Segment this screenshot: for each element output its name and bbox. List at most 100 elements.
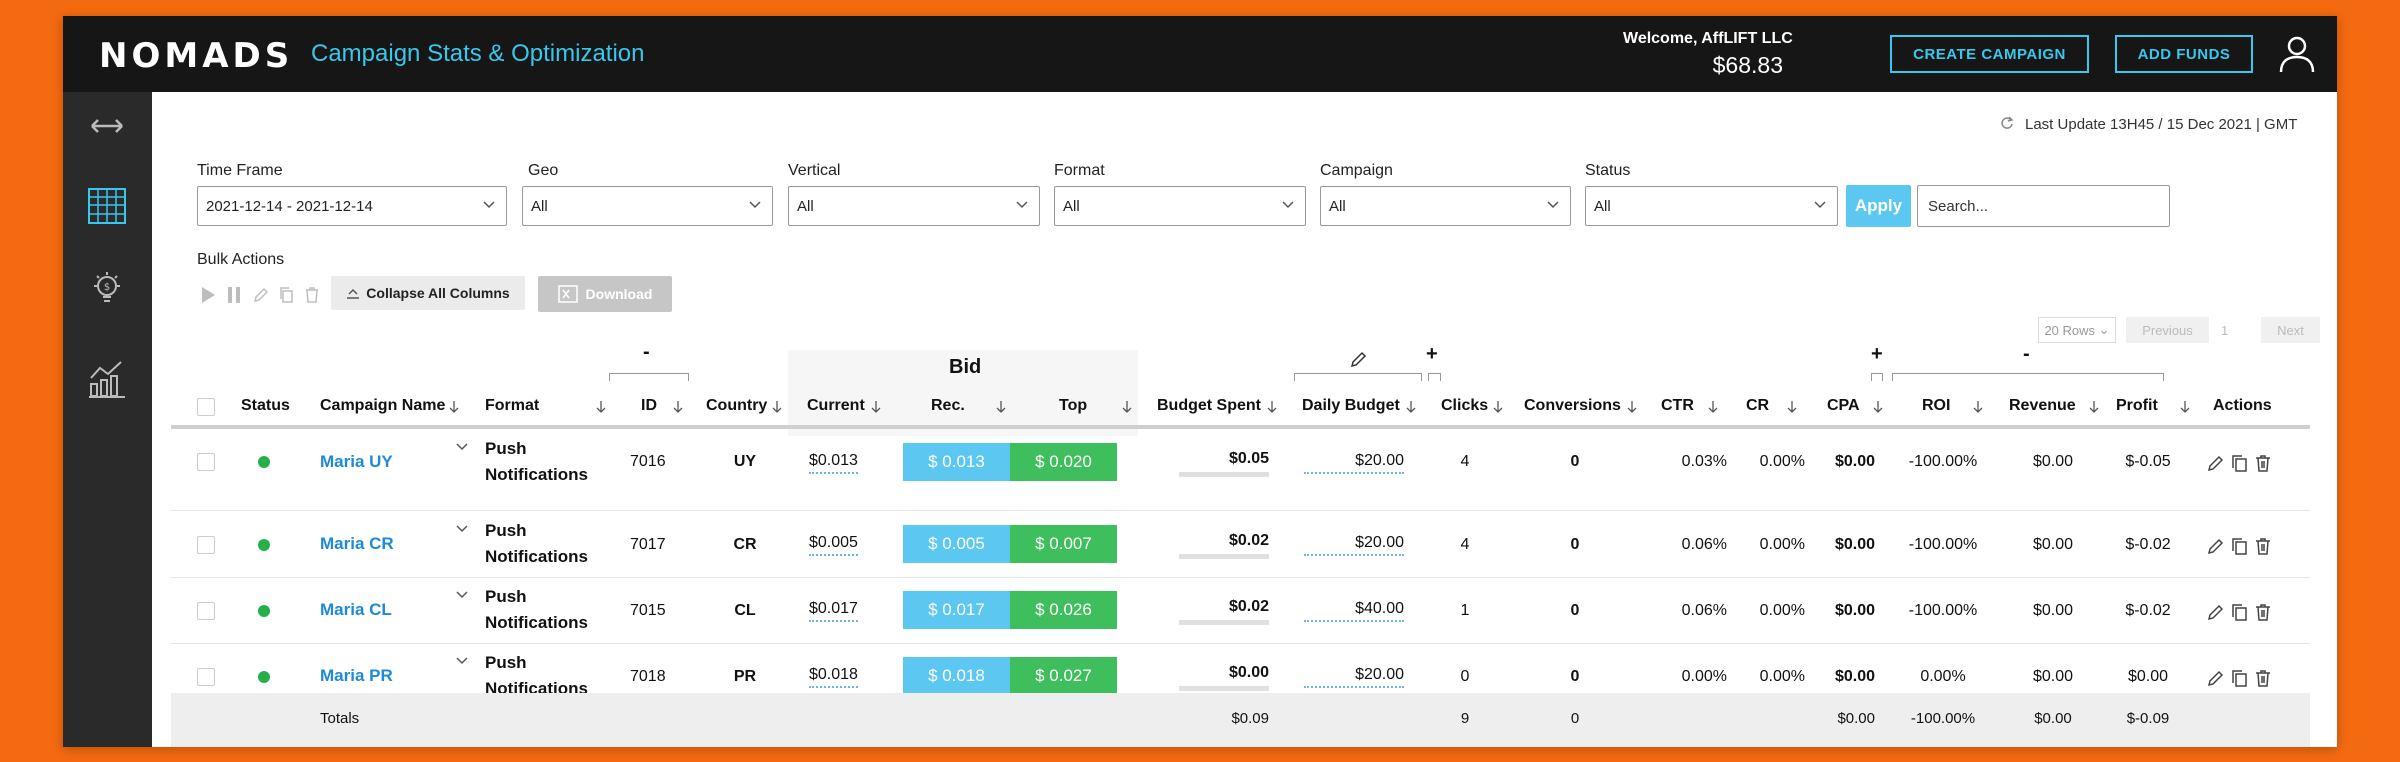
sort-arrow-icon[interactable] [1973, 400, 1983, 414]
trash-icon[interactable] [2254, 454, 2272, 472]
daily-budget-value[interactable]: $20.00 [1304, 534, 1404, 556]
pencil-icon[interactable] [2206, 454, 2224, 472]
next-page-button[interactable]: Next [2261, 317, 2320, 343]
col-top[interactable]: Top [1059, 397, 1088, 414]
expand-columns-plus[interactable]: + [1426, 343, 1438, 365]
status-select[interactable]: All [1585, 186, 1838, 226]
col-profit[interactable]: Profit [2116, 397, 2158, 414]
user-icon[interactable] [2277, 34, 2317, 74]
daily-budget-value[interactable]: $20.00 [1304, 452, 1404, 474]
sort-arrow-icon[interactable] [996, 400, 1006, 414]
vertical-select[interactable]: All [788, 186, 1040, 226]
trash-icon[interactable] [2254, 603, 2272, 621]
sort-arrow-icon[interactable] [1267, 400, 1277, 414]
row-checkbox[interactable] [197, 453, 215, 471]
trash-icon[interactable] [2254, 537, 2272, 555]
pencil-icon[interactable] [2206, 603, 2224, 621]
sort-arrow-icon[interactable] [1122, 400, 1132, 414]
top-bid-button[interactable]: $ 0.027 [1010, 657, 1117, 695]
col-status[interactable]: Status [241, 397, 290, 414]
sort-arrow-icon[interactable] [1406, 400, 1416, 414]
expand-cpa-plus[interactable]: + [1871, 343, 1883, 365]
copy-icon[interactable] [2230, 603, 2248, 621]
copy-icon[interactable] [2230, 537, 2248, 555]
roi-group-toggle[interactable]: - [2023, 343, 2030, 365]
current-bid-value[interactable]: $0.017 [809, 600, 858, 622]
row-checkbox[interactable] [197, 668, 215, 686]
copy-icon[interactable] [2230, 669, 2248, 687]
row-checkbox[interactable] [197, 602, 215, 620]
chevron-down-icon[interactable] [455, 656, 469, 666]
campaign-name-link[interactable]: Maria CR [320, 534, 394, 553]
table-icon[interactable] [83, 182, 131, 230]
campaign-name-link[interactable]: Maria CL [320, 600, 392, 619]
col-revenue[interactable]: Revenue [2009, 397, 2076, 414]
download-button[interactable]: Download [538, 276, 672, 312]
chevron-down-icon[interactable] [455, 524, 469, 534]
pencil-icon[interactable] [249, 283, 271, 307]
sort-arrow-icon[interactable] [871, 400, 881, 414]
top-bid-button[interactable]: $ 0.007 [1010, 525, 1117, 563]
geo-select[interactable]: All [522, 186, 773, 226]
col-roi[interactable]: ROI [1922, 397, 1951, 414]
search-input[interactable]: Search... [1917, 185, 2170, 227]
col-id[interactable]: ID [641, 397, 657, 414]
daily-budget-value[interactable]: $40.00 [1304, 600, 1404, 622]
sort-arrow-icon[interactable] [2089, 400, 2099, 414]
col-current[interactable]: Current [807, 397, 865, 414]
collapse-all-columns-button[interactable]: Collapse All Columns [331, 276, 525, 310]
row-checkbox[interactable] [197, 536, 215, 554]
status-active-dot[interactable] [258, 605, 270, 617]
create-campaign-button[interactable]: CREATE CAMPAIGN [1890, 35, 2089, 73]
sort-arrow-icon[interactable] [2180, 400, 2190, 414]
pencil-icon[interactable] [2206, 537, 2224, 555]
current-bid-value[interactable]: $0.013 [809, 452, 858, 474]
status-active-dot[interactable] [258, 671, 270, 683]
analytics-chart-icon[interactable] [83, 354, 131, 402]
sort-arrow-icon[interactable] [1787, 400, 1797, 414]
sort-arrow-icon[interactable] [673, 400, 683, 414]
campaign-name-link[interactable]: Maria PR [320, 666, 393, 685]
col-budget-spent[interactable]: Budget Spent [1157, 397, 1261, 414]
current-bid-value[interactable]: $0.005 [809, 534, 858, 556]
rec-bid-button[interactable]: $ 0.013 [903, 443, 1010, 481]
sort-arrow-icon[interactable] [449, 400, 459, 414]
id-group-toggle[interactable]: - [643, 341, 650, 363]
logo[interactable]: NOMADS [99, 36, 294, 76]
copy-icon[interactable] [2230, 454, 2248, 472]
col-rec[interactable]: Rec. [931, 397, 965, 414]
copy-icon[interactable] [275, 283, 297, 307]
rec-bid-button[interactable]: $ 0.018 [903, 657, 1010, 695]
rec-bid-button[interactable]: $ 0.017 [903, 591, 1010, 629]
trash-icon[interactable] [301, 283, 323, 307]
sort-arrow-icon[interactable] [772, 400, 782, 414]
campaign-select[interactable]: All [1320, 186, 1571, 226]
campaign-name-link[interactable]: Maria UY [320, 452, 393, 471]
top-bid-button[interactable]: $ 0.020 [1010, 443, 1117, 481]
col-conversions[interactable]: Conversions [1524, 397, 1621, 414]
expand-arrows-icon[interactable] [83, 102, 131, 150]
sort-arrow-icon[interactable] [596, 400, 606, 414]
pencil-icon[interactable] [1349, 350, 1367, 368]
lightbulb-dollar-icon[interactable]: $ [83, 266, 131, 314]
col-campaign-name[interactable]: Campaign Name [320, 397, 446, 414]
add-funds-button[interactable]: ADD FUNDS [2115, 35, 2253, 73]
status-active-dot[interactable] [258, 456, 270, 468]
col-cr[interactable]: CR [1746, 397, 1770, 414]
refresh-icon[interactable] [2000, 116, 2014, 130]
col-cpa[interactable]: CPA [1827, 397, 1860, 414]
top-bid-button[interactable]: $ 0.026 [1010, 591, 1117, 629]
daily-budget-value[interactable]: $20.00 [1304, 666, 1404, 688]
format-select[interactable]: All [1054, 186, 1306, 226]
time-frame-select[interactable]: 2021-12-14 - 2021-12-14 [197, 186, 507, 226]
sort-arrow-icon[interactable] [1627, 400, 1637, 414]
rec-bid-button[interactable]: $ 0.005 [903, 525, 1010, 563]
play-icon[interactable] [197, 283, 219, 307]
previous-page-button[interactable]: Previous [2126, 317, 2209, 343]
pencil-icon[interactable] [2206, 669, 2224, 687]
col-daily-budget[interactable]: Daily Budget [1302, 397, 1400, 414]
sort-arrow-icon[interactable] [1708, 400, 1718, 414]
select-all-checkbox[interactable] [197, 398, 215, 416]
apply-button[interactable]: Apply [1846, 185, 1911, 227]
current-bid-value[interactable]: $0.018 [809, 666, 858, 688]
